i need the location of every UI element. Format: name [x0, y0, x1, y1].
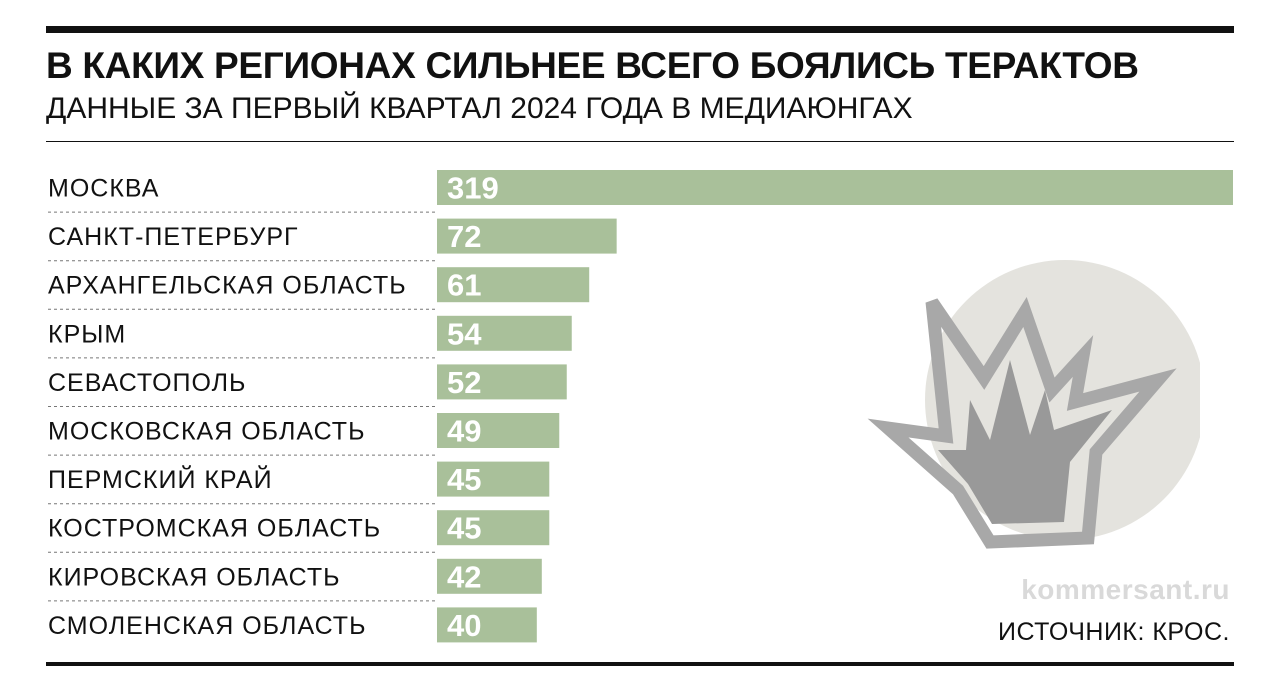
header-rule [46, 141, 1234, 142]
bar [437, 413, 560, 448]
bar-value-label: 72 [447, 219, 481, 254]
bar-value-label: 42 [447, 559, 481, 594]
category-label: МОСКОВСКАЯ ОБЛАСТЬ [48, 418, 365, 446]
category-label: СЕВАСТОПОЛЬ [48, 369, 246, 397]
category-label: КОСТРОМСКАЯ ОБЛАСТЬ [48, 515, 381, 543]
explosion-icon [867, 296, 1177, 549]
bar-value-label: 45 [447, 462, 481, 497]
category-label: САНКТ-ПЕТЕРБУРГ [48, 223, 299, 251]
category-label: АРХАНГЕЛЬСКАЯ ОБЛАСТЬ [48, 272, 407, 300]
category-label: КРЫМ [48, 320, 126, 348]
bar [437, 170, 1233, 205]
bar-value-label: 52 [447, 365, 481, 400]
chart-title: В КАКИХ РЕГИОНАХ СИЛЬНЕЕ ВСЕГО БОЯЛИСЬ Т… [46, 45, 1139, 86]
source-note: ИСТОЧНИК: КРОС. [997, 618, 1230, 646]
category-label: СМОЛЕНСКАЯ ОБЛАСТЬ [48, 612, 366, 640]
bar-value-label: 54 [447, 316, 482, 351]
bar-value-label: 40 [447, 608, 481, 643]
bar [437, 461, 550, 497]
chart-subtitle: ДАННЫЕ ЗА ПЕРВЫЙ КВАРТАЛ 2024 ГОДА В МЕД… [46, 92, 913, 125]
category-label: ПЕРМСКИЙ КРАЙ [48, 464, 273, 494]
bar [437, 315, 572, 351]
explosion-core-icon [938, 360, 1112, 524]
category-label: МОСКВА [48, 175, 159, 203]
top-rule [46, 26, 1234, 33]
bar-value-label: 61 [447, 268, 481, 303]
bar-value-label: 319 [447, 171, 499, 206]
explosion-illustration [867, 260, 1200, 549]
bar [437, 510, 550, 546]
bar-value-label: 45 [447, 511, 481, 546]
bar [437, 558, 542, 594]
bar [437, 218, 617, 254]
watermark: kommersant.ru [1021, 574, 1230, 605]
bar [437, 364, 567, 400]
bottom-rule [46, 662, 1234, 666]
bar-value-label: 49 [447, 414, 481, 449]
bar [437, 607, 537, 643]
bar [437, 267, 590, 303]
category-label: КИРОВСКАЯ ОБЛАСТЬ [48, 563, 341, 591]
